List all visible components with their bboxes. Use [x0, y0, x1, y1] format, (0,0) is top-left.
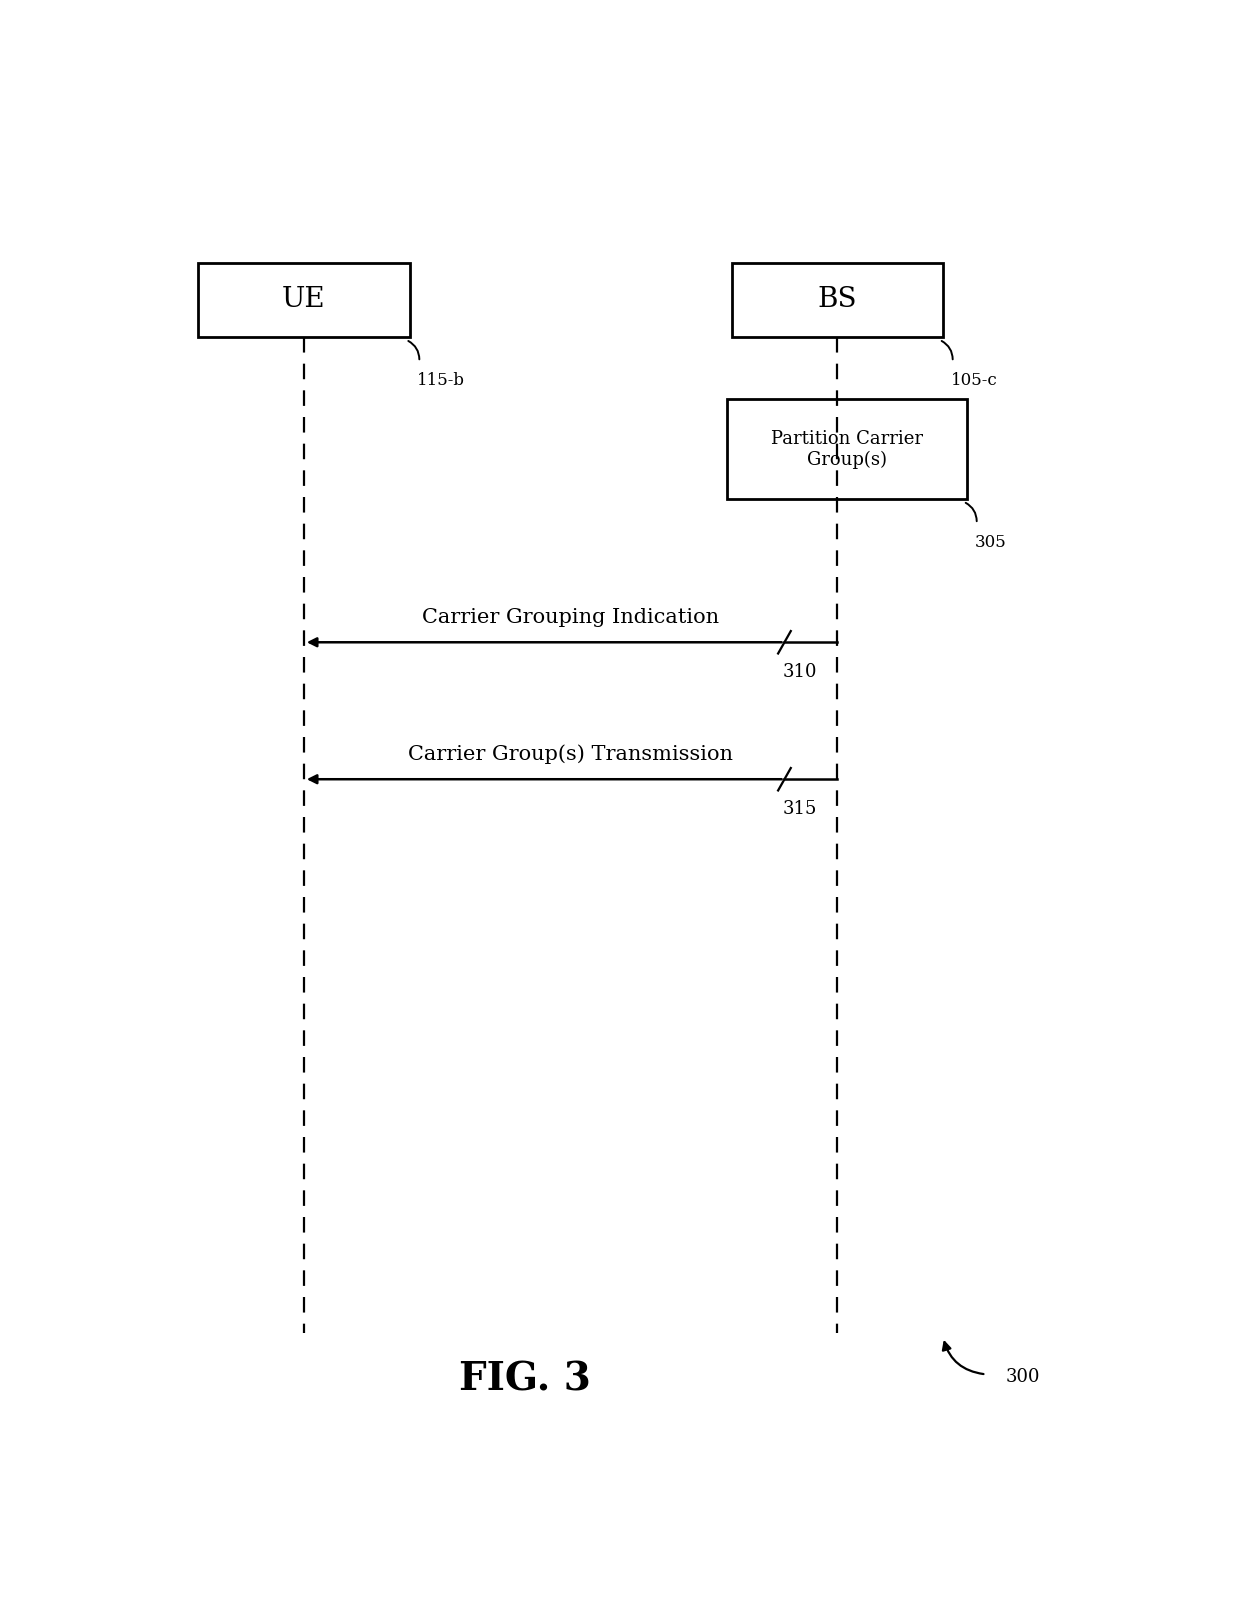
Text: 305: 305: [975, 534, 1007, 551]
Bar: [732, 262, 942, 338]
Bar: [198, 262, 409, 338]
Text: Partition Carrier
Group(s): Partition Carrier Group(s): [771, 430, 923, 469]
Text: 310: 310: [782, 663, 817, 681]
Text: 300: 300: [1006, 1368, 1040, 1386]
Text: BS: BS: [817, 286, 857, 314]
Text: 105-c: 105-c: [951, 372, 997, 390]
Text: FIG. 3: FIG. 3: [459, 1360, 591, 1399]
Text: 115-b: 115-b: [418, 372, 465, 390]
Text: 315: 315: [782, 800, 817, 818]
Text: Carrier Grouping Indication: Carrier Grouping Indication: [422, 608, 719, 627]
Bar: [727, 399, 967, 500]
Text: Carrier Group(s) Transmission: Carrier Group(s) Transmission: [408, 744, 733, 765]
Text: UE: UE: [283, 286, 326, 314]
